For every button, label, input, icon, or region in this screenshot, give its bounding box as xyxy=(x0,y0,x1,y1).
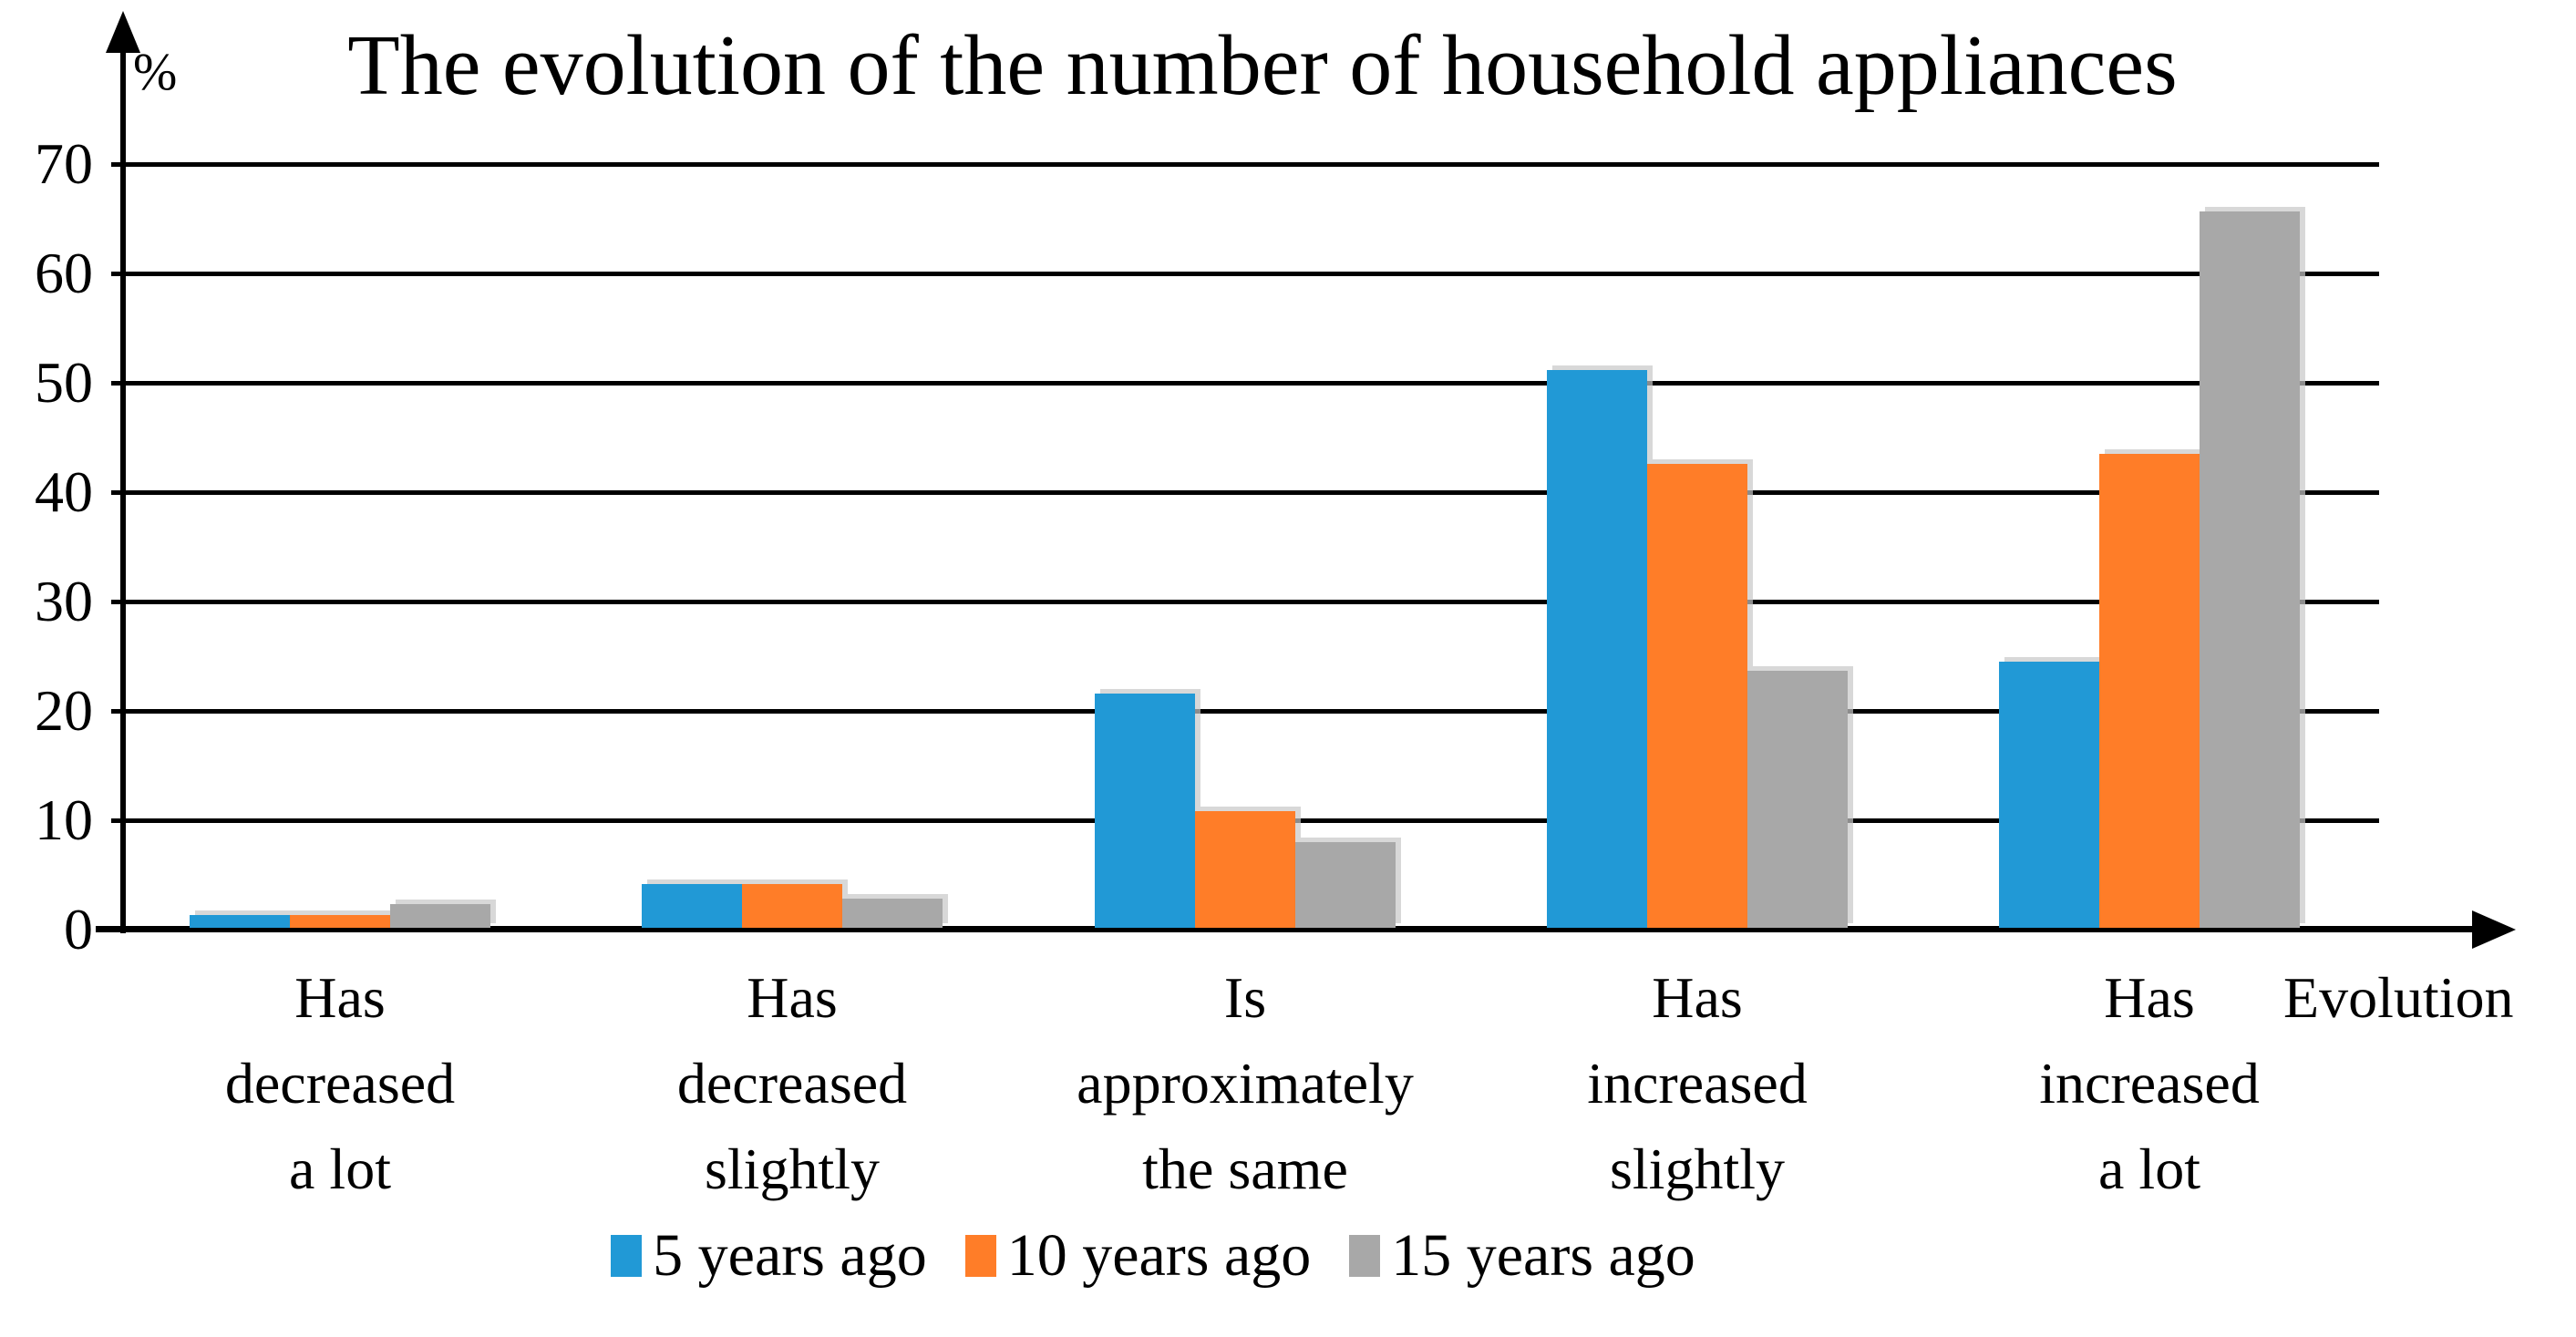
bar-15-years-ago-category-3 xyxy=(1747,671,1848,928)
legend-label: 10 years ago xyxy=(1006,1222,1312,1289)
gridline-40 xyxy=(111,490,2379,495)
gridline-60 xyxy=(111,272,2379,276)
y-tick-label-70: 70 xyxy=(35,131,93,196)
gridline-30 xyxy=(111,600,2379,604)
x-axis-title: Evolution xyxy=(2283,965,2514,1030)
x-axis-arrow-icon xyxy=(2472,910,2516,949)
category-label-line: the same xyxy=(1142,1136,1348,1201)
category-label-0: Has decreased a lot xyxy=(57,955,623,1212)
category-label-line: Is xyxy=(1223,965,1267,1030)
category-label-2: Is approximately the same xyxy=(963,955,1528,1212)
y-tick-label-60: 60 xyxy=(35,241,93,305)
bar-5-years-ago-category-0 xyxy=(190,915,290,928)
category-label-line: approximately xyxy=(1077,1051,1414,1116)
bar-10-years-ago-category-2 xyxy=(1195,811,1295,928)
category-label-line: increased xyxy=(1587,1051,1808,1116)
bar-15-years-ago-category-4 xyxy=(2200,211,2300,928)
y-axis-unit-label: % xyxy=(133,42,178,101)
bar-5-years-ago-category-2 xyxy=(1095,694,1195,928)
y-axis-arrow-icon xyxy=(106,11,140,53)
bar-15-years-ago-category-2 xyxy=(1295,842,1396,928)
bar-5-years-ago-category-1 xyxy=(642,884,742,928)
legend-swatch-icon xyxy=(611,1235,643,1277)
category-label-line: Has xyxy=(294,965,386,1030)
category-label-line: a lot xyxy=(2098,1136,2200,1201)
category-label-1: Has decreased slightly xyxy=(510,955,1075,1212)
legend-label: 5 years ago xyxy=(653,1222,927,1289)
legend-swatch-icon xyxy=(964,1235,996,1277)
legend-label: 15 years ago xyxy=(1391,1222,1695,1289)
legend-item-10-years-ago: 10 years ago xyxy=(964,1219,1312,1292)
category-label-line: increased xyxy=(2039,1051,2260,1116)
bar-15-years-ago-category-0 xyxy=(390,904,490,928)
bar-15-years-ago-category-1 xyxy=(842,899,943,928)
bar-10-years-ago-category-3 xyxy=(1647,464,1747,928)
y-axis-line xyxy=(120,47,126,933)
x-axis-line xyxy=(96,926,2479,932)
category-label-line: decreased xyxy=(676,1051,908,1116)
bar-10-years-ago-category-1 xyxy=(742,884,842,928)
category-label-4: Has increased a lot xyxy=(1867,955,2432,1212)
y-tick-label-40: 40 xyxy=(35,459,93,524)
gridline-70 xyxy=(111,162,2379,167)
category-label-line: Has xyxy=(2104,965,2195,1030)
legend-swatch-icon xyxy=(1349,1235,1381,1277)
y-tick-label-30: 30 xyxy=(35,569,93,633)
legend: 5 years ago 10 years ago 15 years ago xyxy=(0,1219,2306,1292)
bar-5-years-ago-category-4 xyxy=(1999,662,2099,928)
category-label-line: Has xyxy=(1652,965,1743,1030)
gridline-50 xyxy=(111,381,2379,386)
bar-10-years-ago-category-4 xyxy=(2099,454,2200,928)
category-label-line: decreased xyxy=(224,1051,456,1116)
y-tick-label-10: 10 xyxy=(35,787,93,852)
legend-item-5-years-ago: 5 years ago xyxy=(611,1219,927,1292)
y-tick-label-20: 20 xyxy=(35,678,93,743)
legend-item-15-years-ago: 15 years ago xyxy=(1349,1219,1695,1292)
category-label-line: Has xyxy=(747,965,838,1030)
y-tick-label-0: 0 xyxy=(64,897,93,962)
category-label-line: slightly xyxy=(1609,1136,1786,1201)
gridline-20 xyxy=(111,709,2379,714)
chart-title: The evolution of the number of household… xyxy=(347,18,2178,113)
bar-10-years-ago-category-0 xyxy=(290,915,390,928)
category-label-line: slightly xyxy=(704,1136,881,1201)
y-tick-label-50: 50 xyxy=(35,350,93,415)
category-label-3: Has increased slightly xyxy=(1415,955,1980,1212)
category-label-line: a lot xyxy=(289,1136,391,1201)
bar-5-years-ago-category-3 xyxy=(1547,370,1647,928)
